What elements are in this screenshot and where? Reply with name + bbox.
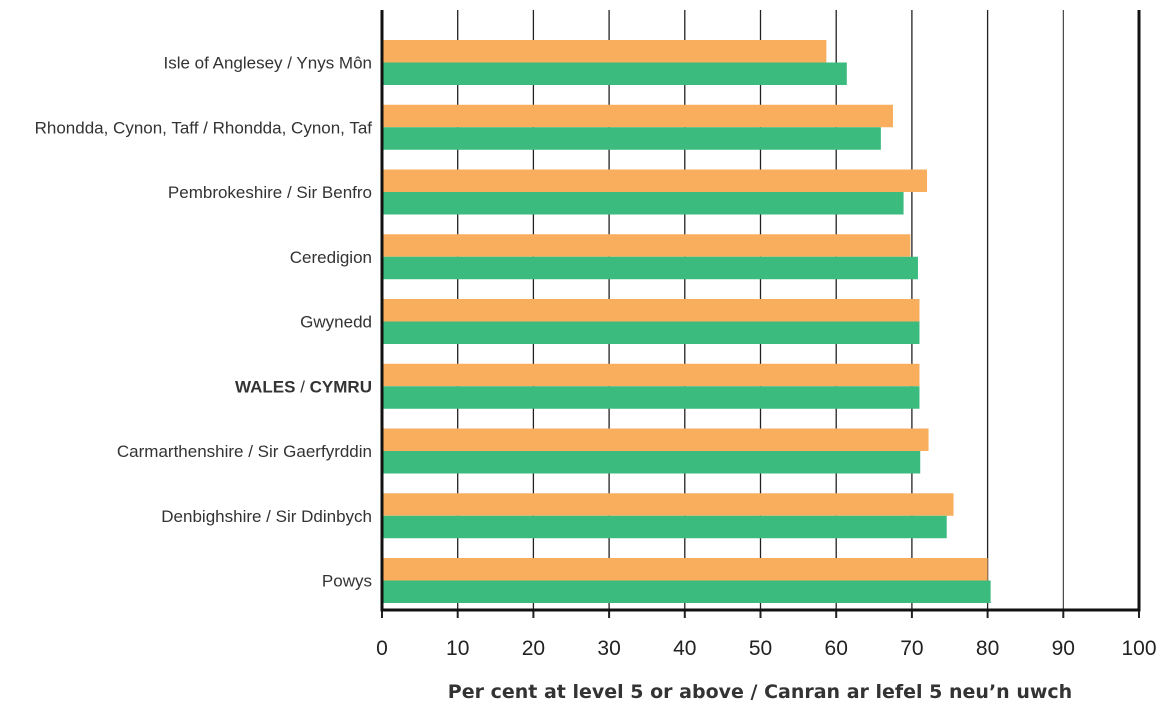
x-tick-label: 20 (522, 637, 545, 660)
x-tick-label: 80 (976, 637, 999, 660)
category-label: Carmarthenshire / Sir Gaerfyrddin (117, 442, 372, 461)
category-labels: Isle of Anglesey / Ynys Môn Rhondda, Cyno… (35, 54, 373, 591)
category-label-part: Gwynedd (300, 313, 372, 332)
bar-series-2-row-6 (382, 386, 920, 409)
x-axis-title: Per cent at level 5 or above / Canran ar… (448, 681, 1072, 703)
bar-series-1-row-8 (382, 493, 954, 516)
bar-series-2-row-1 (382, 62, 847, 85)
axes (380, 10, 1141, 618)
x-tick-labels: 0 10 20 30 40 50 60 70 80 90 100 (376, 637, 1156, 660)
category-label: Rhondda, Cynon, Taff / Rhondda, Cynon, T… (35, 118, 373, 137)
x-tick-label: 0 (376, 637, 388, 660)
bar-series-1-row-2 (382, 104, 893, 128)
bar-series-1-row-9 (382, 558, 988, 581)
bar-series-2-row-4 (382, 256, 918, 280)
bar-series-1-row-7 (382, 428, 929, 451)
category-label-part: CYMRU (310, 377, 372, 396)
x-tick-label: 40 (673, 637, 696, 660)
bar-series-1-row-4 (382, 234, 911, 257)
category-label: Ceredigion (290, 248, 372, 267)
x-tick-label: 10 (446, 637, 469, 660)
x-tick-label: 60 (825, 637, 848, 660)
category-label: Pembrokeshire / Sir Benfro (168, 183, 372, 202)
category-label-part: Rhondda, Cynon, Taff / Rhondda, Cynon, T… (35, 118, 373, 137)
category-label: Powys (322, 572, 372, 591)
bar-series-1-row-1 (382, 40, 827, 63)
x-tick-label: 90 (1052, 637, 1075, 660)
category-label: WALES / CYMRU (235, 377, 372, 396)
x-tick-label: 30 (597, 637, 620, 660)
bar-series-2-row-5 (382, 321, 920, 344)
x-tick-label: 50 (749, 637, 772, 660)
category-label-part: / (295, 377, 309, 396)
category-label-part: Ceredigion (290, 248, 372, 267)
x-tick-label: 100 (1121, 637, 1156, 660)
bar-series-1-row-6 (382, 363, 920, 387)
category-label-part: Carmarthenshire / Sir Gaerfyrddin (117, 442, 372, 461)
bar-series-2-row-2 (382, 127, 881, 150)
bar-series-1-row-5 (382, 299, 920, 322)
bar-series-1-row-3 (382, 169, 928, 192)
category-label-part: Pembrokeshire / Sir Benfro (168, 183, 372, 202)
bar-series-2-row-8 (382, 515, 947, 539)
category-label-part: WALES (235, 377, 295, 396)
bar-series-2-row-9 (382, 580, 991, 603)
category-label-part: Powys (322, 572, 372, 591)
category-label-part: Denbighshire / Sir Ddinbych (161, 507, 372, 526)
bar-series-2-row-3 (382, 192, 904, 215)
bar-series-2-row-7 (382, 451, 921, 474)
x-tick-label: 70 (900, 637, 923, 660)
category-label: Denbighshire / Sir Ddinbych (161, 507, 372, 526)
category-label: Isle of Anglesey / Ynys Môn (163, 54, 372, 73)
category-label: Gwynedd (300, 313, 372, 332)
category-label-part: Isle of Anglesey / Ynys Môn (163, 54, 372, 73)
bars (382, 40, 991, 603)
